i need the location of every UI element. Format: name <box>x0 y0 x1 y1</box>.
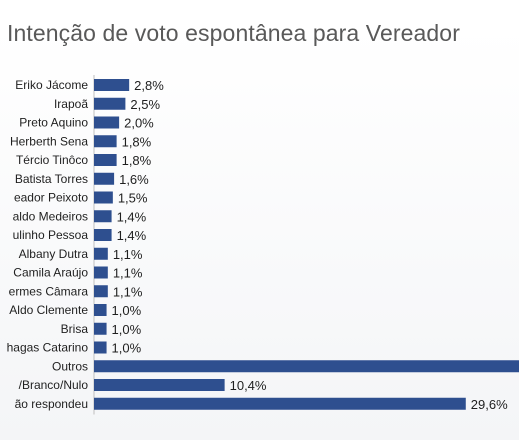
category-label-15: Outros <box>52 359 88 373</box>
category-label-3: Herberth Sena <box>10 134 88 148</box>
data-label-13: 1,0% <box>112 322 142 337</box>
data-label-17: 29,6% <box>471 397 508 412</box>
bar-2 <box>94 116 120 129</box>
category-label-14: hagas Catarino <box>7 341 89 355</box>
data-label-4: 1,8% <box>122 153 152 168</box>
category-label-4: Tércio Tinôco <box>16 153 88 167</box>
category-label-0: Eriko Jácome <box>15 78 88 92</box>
bar-0 <box>94 79 130 91</box>
chart-title: Intenção de voto espontânea para Vereado… <box>7 20 460 46</box>
data-label-3: 1,8% <box>122 134 152 149</box>
bar-15 <box>94 360 519 373</box>
category-label-17: ão respondeu <box>15 397 88 411</box>
bar-4 <box>94 154 117 166</box>
bar-9 <box>94 247 108 260</box>
bar-12 <box>94 304 107 316</box>
category-label-11: ermes Câmara <box>9 284 89 298</box>
category-label-9: Albany Dutra <box>19 247 89 261</box>
category-label-12: Aldo Clemente <box>9 303 88 317</box>
data-label-6: 1,5% <box>118 191 148 206</box>
category-label-13: Brisa <box>61 322 89 336</box>
bar-16 <box>94 379 225 391</box>
data-label-11: 1,1% <box>113 284 143 299</box>
data-label-7: 1,4% <box>117 209 147 224</box>
bar-14 <box>94 341 107 354</box>
data-label-12: 1,0% <box>112 303 142 318</box>
data-label-0: 2,8% <box>134 78 164 93</box>
bar-7 <box>94 210 112 223</box>
category-label-6: eador Peixoto <box>14 191 88 205</box>
bar-3 <box>94 135 117 148</box>
bar-17 <box>94 397 466 410</box>
data-label-16: 10,4% <box>230 378 267 393</box>
bar-13 <box>94 322 107 335</box>
bar-11 <box>94 285 108 298</box>
data-label-5: 1,6% <box>119 172 149 187</box>
category-label-8: ulinho Pessoa <box>13 228 89 242</box>
data-label-10: 1,1% <box>113 266 143 281</box>
bar-6 <box>94 191 113 204</box>
data-label-8: 1,4% <box>117 228 147 243</box>
category-label-10: Camila Araújo <box>13 266 88 280</box>
category-label-7: aldo Medeiros <box>13 209 88 223</box>
category-label-1: Irapoã <box>54 97 88 111</box>
bar-1 <box>94 97 126 110</box>
data-label-9: 1,1% <box>113 247 143 262</box>
data-label-2: 2,0% <box>124 116 154 131</box>
data-label-14: 1,0% <box>112 341 142 356</box>
data-label-1: 2,5% <box>130 97 160 112</box>
category-label-5: Batista Torres <box>15 172 88 186</box>
bar-5 <box>94 172 115 185</box>
bar-10 <box>94 266 108 279</box>
category-label-16: /Branco/Nulo <box>19 378 89 392</box>
category-label-2: Preto Aquino <box>19 116 88 130</box>
bar-8 <box>94 229 112 241</box>
